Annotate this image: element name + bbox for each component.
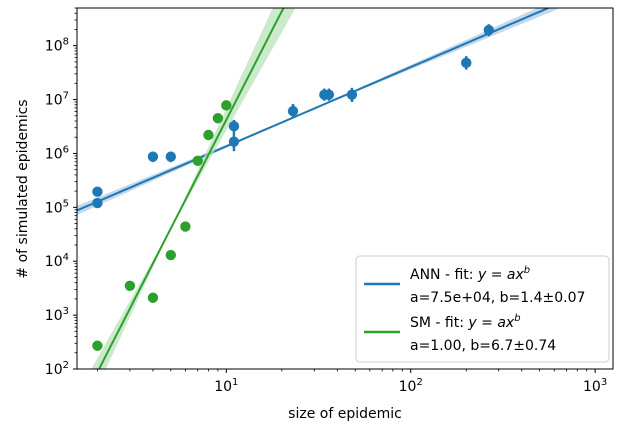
data-point-ann [323, 89, 335, 100]
fit-band-sm [91, 8, 296, 369]
y-tick-base: 10 [45, 200, 63, 216]
legend-series-name-ann: ANN [410, 267, 441, 283]
data-point-ann [92, 197, 103, 209]
y-tick-base: 10 [45, 39, 63, 55]
y-tick-label: 103 [45, 306, 69, 324]
y-tick-exponent: 6 [63, 144, 69, 155]
points-layer [92, 24, 494, 351]
y-tick-base: 10 [45, 308, 63, 324]
x-tick-base: 10 [214, 379, 232, 395]
legend-entry-sm: SM - fit: y = axb a=1.00, b=6.7±0.74 [364, 313, 556, 354]
data-point-sm [165, 249, 176, 261]
y-tick-label: 106 [45, 144, 69, 162]
y-tick-exponent: 7 [63, 91, 69, 102]
y-axis-label: # of simulated epidemics [15, 99, 31, 278]
fit-line-ann [77, 8, 551, 212]
fit-line-sm [97, 8, 285, 369]
y-tick-label: 104 [45, 252, 69, 270]
data-point-ann [287, 105, 299, 117]
data-point-ann [483, 24, 494, 36]
y-tick-base: 10 [45, 93, 63, 109]
legend-frame [355, 255, 610, 363]
legend-line-1-sm: SM - fit: y = axb [410, 313, 521, 331]
legend-series-name-sm: SM [410, 315, 431, 331]
y-tick-label: 102 [45, 360, 69, 378]
y-tick-exponent: 4 [63, 252, 69, 263]
y-tick-exponent: 8 [63, 37, 69, 48]
data-point-sm [203, 129, 214, 141]
plot-frame [76, 7, 614, 370]
x-axis-label: size of epidemic [288, 406, 402, 422]
y-tick-base: 10 [45, 146, 63, 162]
legend-entry-ann: ANN - fit: y = axb a=7.5e+04, b=1.4±0.07 [364, 265, 585, 306]
data-point-sm [221, 100, 232, 111]
legend-formula-exp-ann: b [524, 265, 530, 276]
data-point-ann [346, 89, 358, 100]
data-point-sm [147, 292, 159, 303]
data-point-ann [461, 57, 472, 69]
data-point-ann [228, 121, 240, 132]
legend-formula-sm: y = ax [467, 315, 514, 331]
x-tick-base: 10 [583, 379, 601, 395]
data-point-sm [180, 221, 191, 232]
data-point-sm [124, 280, 136, 291]
legend-params-ann: a=7.5e+04, b=1.4±0.07 [410, 290, 585, 306]
data-point-ann [147, 151, 159, 162]
y-tick-exponent: 3 [63, 306, 69, 317]
y-tick-base: 10 [45, 254, 63, 270]
legend: ANN - fit: y = axb a=7.5e+04, b=1.4±0.07… [355, 255, 610, 363]
x-tick-exponent: 3 [601, 377, 607, 388]
x-tick-label: 101 [214, 377, 238, 395]
legend-params-sm: a=1.00, b=6.7±0.74 [410, 338, 556, 354]
legend-formula-ann: y = ax [477, 267, 524, 283]
fit-layer [77, 8, 561, 369]
x-tick-label: 102 [399, 377, 423, 395]
x-tick-exponent: 1 [232, 377, 238, 388]
y-tick-label: 108 [45, 37, 69, 55]
data-point-ann [92, 186, 103, 197]
legend-fit-text-ann: - fit: [441, 267, 478, 283]
legend-line-1-ann: ANN - fit: y = axb [410, 265, 530, 283]
data-point-sm [212, 113, 224, 124]
fit-band-ann [77, 8, 561, 215]
data-point-sm [192, 155, 203, 167]
y-tick-label: 105 [45, 198, 69, 216]
data-point-sm [92, 340, 103, 351]
x-tick-base: 10 [399, 379, 417, 395]
legend-formula-exp-sm: b [514, 313, 520, 324]
y-tick-exponent: 2 [63, 360, 69, 371]
x-tick-exponent: 2 [416, 377, 422, 388]
legend-fit-text-sm: - fit: [431, 315, 468, 331]
data-point-ann [165, 151, 176, 162]
y-tick-base: 10 [45, 362, 63, 378]
x-tick-label: 103 [583, 377, 607, 395]
data-point-ann [228, 136, 240, 147]
y-tick-label: 107 [45, 91, 69, 109]
y-tick-exponent: 5 [63, 198, 69, 209]
